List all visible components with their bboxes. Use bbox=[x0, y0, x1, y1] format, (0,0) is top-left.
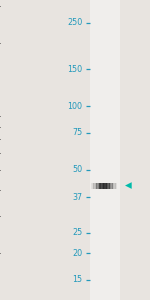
Bar bbox=[90, 0, 120, 300]
Bar bbox=[111, 183, 112, 188]
Bar bbox=[93, 183, 94, 188]
Bar bbox=[99, 183, 100, 188]
Bar bbox=[91, 183, 92, 188]
Bar bbox=[109, 183, 110, 188]
Bar bbox=[93, 183, 94, 188]
Bar bbox=[96, 183, 97, 188]
Text: 20: 20 bbox=[72, 249, 83, 258]
Bar bbox=[112, 183, 113, 188]
Bar bbox=[108, 183, 109, 188]
Bar bbox=[110, 183, 111, 188]
Bar bbox=[107, 183, 108, 188]
Text: 75: 75 bbox=[72, 128, 82, 137]
Text: 15: 15 bbox=[72, 275, 83, 284]
Text: 25: 25 bbox=[72, 228, 82, 237]
Bar bbox=[100, 183, 101, 188]
Bar bbox=[98, 183, 99, 188]
Bar bbox=[103, 183, 104, 188]
Bar bbox=[94, 183, 95, 188]
Bar bbox=[102, 183, 103, 188]
Text: 37: 37 bbox=[72, 193, 83, 202]
Bar bbox=[115, 183, 116, 188]
Text: 50: 50 bbox=[72, 165, 83, 174]
Bar bbox=[106, 183, 107, 188]
Bar bbox=[116, 183, 117, 188]
Bar bbox=[99, 183, 100, 188]
Bar bbox=[95, 183, 96, 188]
Bar bbox=[102, 183, 103, 188]
Text: 250: 250 bbox=[67, 18, 83, 27]
Bar bbox=[97, 183, 98, 188]
Bar bbox=[96, 183, 97, 188]
Bar bbox=[116, 183, 117, 188]
Bar bbox=[104, 183, 105, 188]
Bar bbox=[112, 183, 113, 188]
Bar bbox=[114, 183, 115, 188]
Text: 100: 100 bbox=[68, 102, 82, 111]
Bar bbox=[92, 183, 93, 188]
Bar bbox=[101, 183, 102, 188]
Bar bbox=[97, 183, 98, 188]
Bar bbox=[105, 183, 106, 188]
Text: 150: 150 bbox=[67, 65, 83, 74]
Bar bbox=[113, 183, 114, 188]
